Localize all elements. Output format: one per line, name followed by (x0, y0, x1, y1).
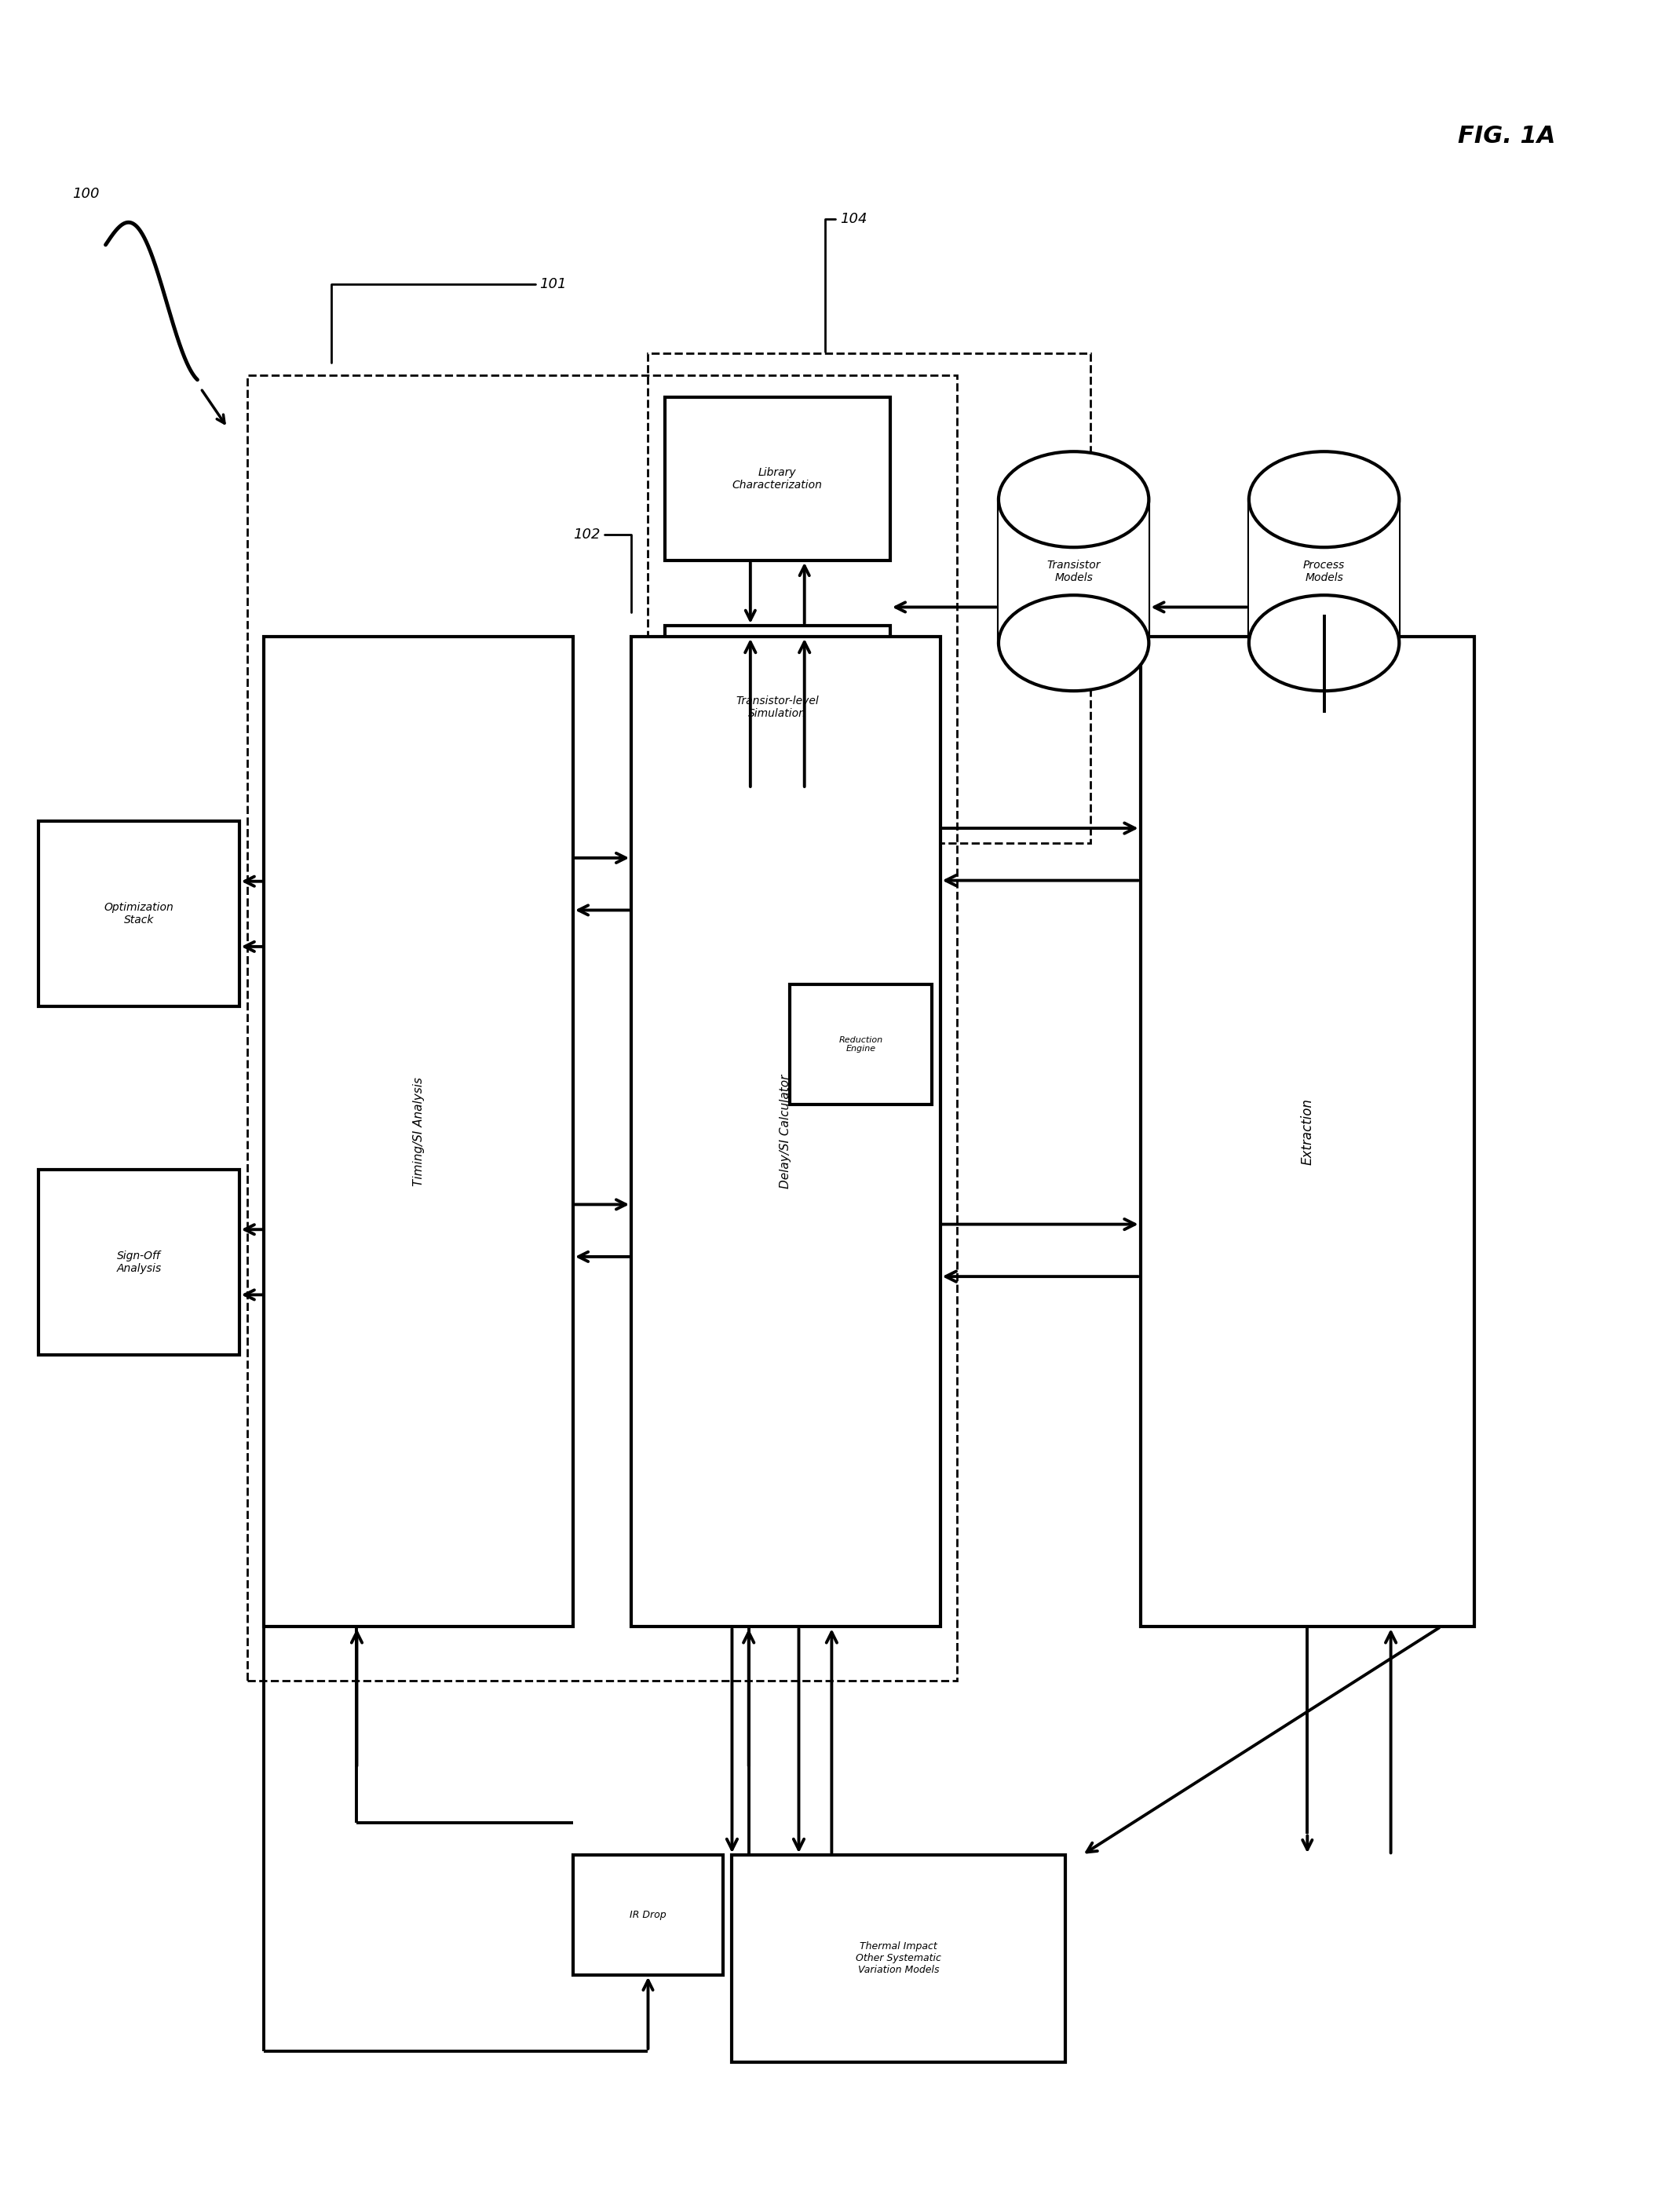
Bar (731, 1855, 1065, 2062)
Text: Library
Characterization: Library Characterization (732, 466, 823, 490)
Text: IR Drop: IR Drop (630, 1909, 667, 1920)
Bar (648, 354, 1090, 844)
Bar (247, 376, 958, 1682)
Bar (1141, 636, 1475, 1627)
Bar (998, 499, 1149, 643)
Ellipse shape (998, 595, 1149, 691)
Text: FIG. 1A: FIG. 1A (1458, 125, 1556, 147)
Text: Process
Models: Process Models (1304, 560, 1346, 584)
Ellipse shape (1248, 451, 1399, 547)
Bar (264, 636, 573, 1627)
Text: Optimization
Stack: Optimization Stack (104, 901, 173, 925)
Text: Thermal Impact
Other Systematic
Variation Models: Thermal Impact Other Systematic Variatio… (855, 1942, 941, 1975)
Bar (665, 625, 890, 790)
Bar (1248, 499, 1399, 643)
Ellipse shape (998, 451, 1149, 547)
Text: 100: 100 (72, 188, 99, 201)
Text: 101: 101 (331, 278, 566, 363)
Bar (665, 398, 890, 560)
Bar (573, 1855, 722, 1975)
Text: 104: 104 (825, 212, 867, 352)
Text: Sign-Off
Analysis: Sign-Off Analysis (116, 1251, 161, 1275)
Text: 102: 102 (573, 527, 632, 612)
Text: Transistor-level
Simulation: Transistor-level Simulation (736, 695, 818, 720)
Text: Transistor
Models: Transistor Models (1047, 560, 1100, 584)
Text: Reduction
Engine: Reduction Engine (838, 1037, 884, 1052)
Ellipse shape (1248, 595, 1399, 691)
Bar (790, 984, 932, 1104)
Text: Timing/SI Analysis: Timing/SI Analysis (413, 1076, 425, 1185)
Bar (632, 636, 941, 1627)
Text: Extraction: Extraction (1300, 1098, 1314, 1166)
Text: Delay/SI Calculator: Delay/SI Calculator (780, 1074, 791, 1190)
Bar (39, 822, 239, 1006)
Bar (39, 1170, 239, 1354)
